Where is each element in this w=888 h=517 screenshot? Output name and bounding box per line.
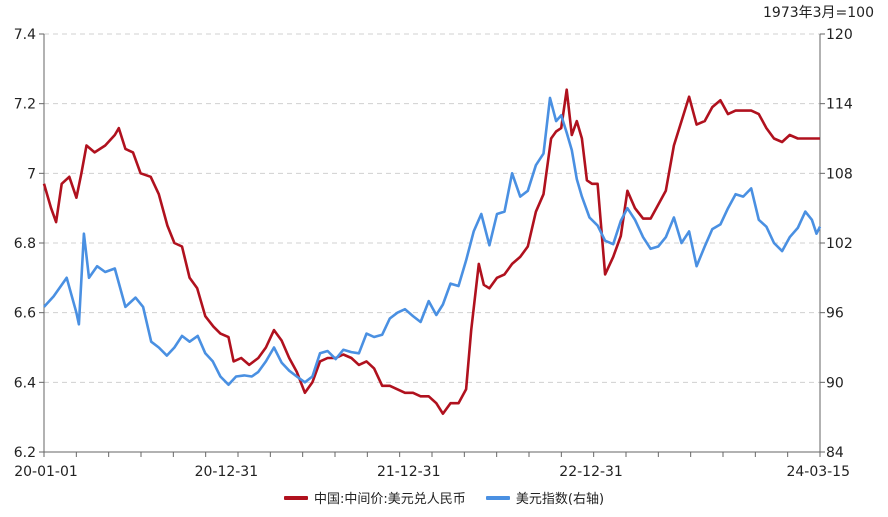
gridlines	[44, 33, 820, 383]
legend-label-dxy: 美元指数(右轴)	[515, 492, 605, 507]
left-tick-label: 6.8	[14, 236, 36, 252]
legend-swatch-dxy	[485, 495, 510, 500]
x-tick-label: 24-03-15	[786, 464, 850, 480]
series-line-dxy	[43, 96, 822, 387]
x-tick-label: 22-12-31	[559, 464, 623, 480]
legend: 中国:中间价:美元兑人民币 美元指数(右轴)	[0, 488, 888, 507]
axes	[39, 33, 825, 457]
left-tick-label: 7.2	[14, 97, 36, 113]
right-tick-label: 108	[826, 166, 853, 182]
legend-item-dxy[interactable]: 美元指数(右轴)	[485, 488, 605, 507]
series-lines	[42, 88, 822, 416]
x-tick-label: 21-12-31	[377, 464, 441, 480]
left-tick-label: 6.2	[14, 445, 36, 461]
left-tick-label: 7.4	[14, 27, 36, 43]
right-tick-label: 90	[826, 375, 844, 391]
right-axis-unit-label: 1973年3月=100	[763, 5, 874, 21]
left-tick-label: 6.6	[14, 306, 36, 322]
right-axis-ticks: 84 90 96 102 108 114 120	[826, 27, 853, 461]
x-tick-label: 20-12-31	[195, 464, 259, 480]
x-tick-label: 20-01-01	[14, 464, 78, 480]
left-tick-label: 6.4	[14, 375, 36, 391]
legend-label-cny: 中国:中间价:美元兑人民币	[313, 492, 466, 507]
right-tick-label: 114	[826, 97, 853, 113]
series-line-cny	[42, 88, 820, 416]
legend-swatch-cny	[283, 495, 308, 500]
left-axis-ticks: 6.2 6.4 6.6 6.8 7 7.2 7.4	[14, 27, 36, 461]
left-tick-label: 7	[27, 166, 36, 182]
right-tick-label: 120	[826, 27, 853, 43]
x-axis-ticks: 20-01-01 20-12-31 21-12-31 22-12-31 24-03-15	[14, 464, 850, 480]
legend-item-cny[interactable]: 中国:中间价:美元兑人民币	[283, 488, 466, 507]
right-tick-label: 102	[826, 236, 853, 252]
right-tick-label: 84	[826, 445, 844, 461]
right-tick-label: 96	[826, 306, 844, 322]
